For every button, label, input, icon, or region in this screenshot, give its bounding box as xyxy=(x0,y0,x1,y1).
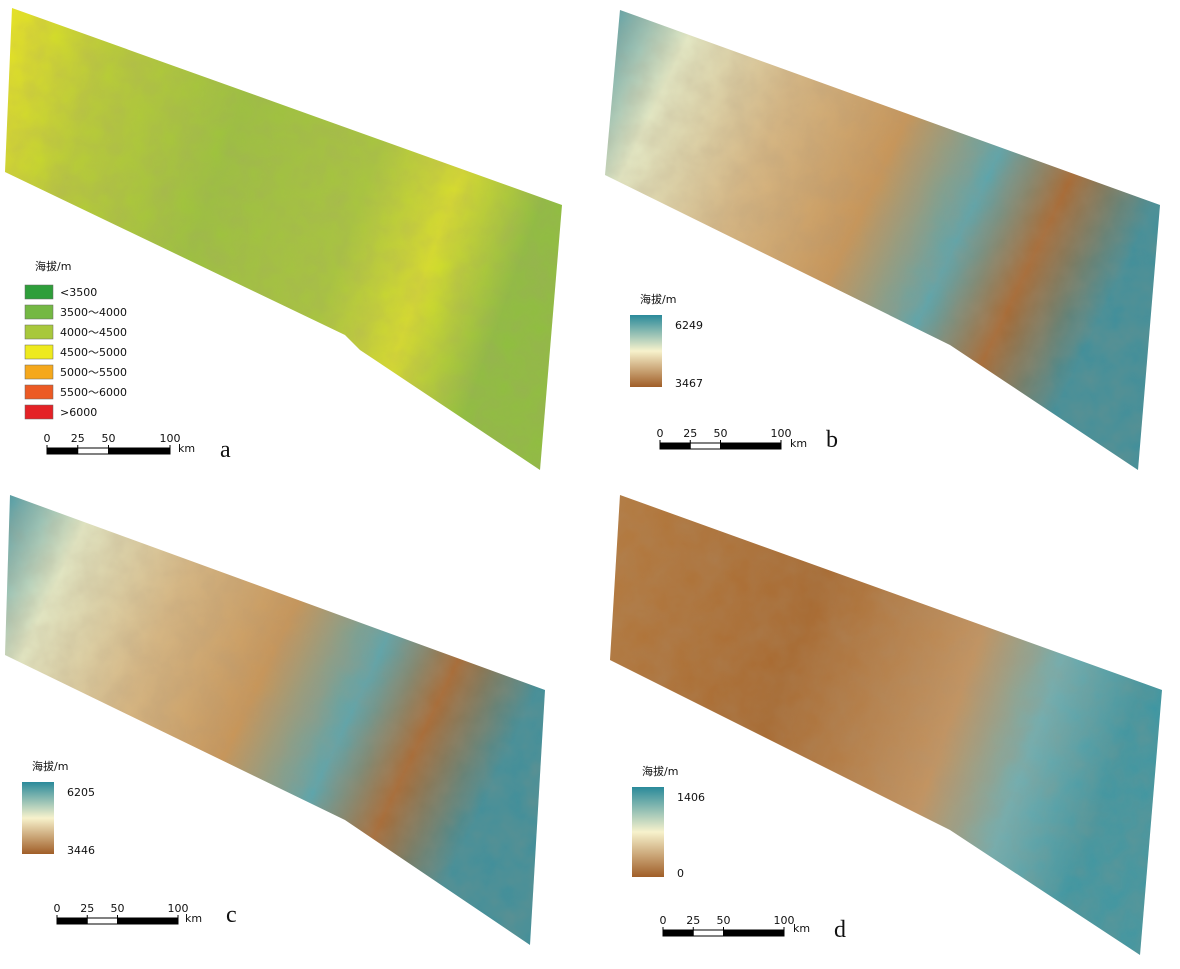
scale-label: 0 xyxy=(657,427,664,440)
scale-unit: km xyxy=(178,442,195,455)
terrain-texture xyxy=(610,495,1162,955)
legend-label: 5000～5500 xyxy=(60,366,127,379)
legend-label: 4000～4500 xyxy=(60,326,127,339)
legend-label: 3500～4000 xyxy=(60,306,127,319)
legend-swatch xyxy=(25,345,53,359)
figure: 海拔/m<35003500～40004000～45004500～50005000… xyxy=(0,0,1180,965)
legend-ramp xyxy=(632,787,664,877)
legend-min: 3446 xyxy=(67,844,95,857)
scale-label: 25 xyxy=(80,902,94,915)
scale-segment xyxy=(109,448,171,454)
scale-segment xyxy=(78,448,109,454)
legend-label: 5500～6000 xyxy=(60,386,127,399)
scale-segment xyxy=(57,918,87,924)
scale-label: 50 xyxy=(717,914,731,927)
legend-swatch xyxy=(25,365,53,379)
scale-label: 100 xyxy=(774,914,795,927)
legend-swatch xyxy=(25,405,53,419)
legend-min: 0 xyxy=(677,867,684,880)
scale-label: 0 xyxy=(660,914,667,927)
scale-segment xyxy=(47,448,78,454)
scale-segment xyxy=(690,443,720,449)
terrain-texture xyxy=(5,495,545,945)
scale-label: 0 xyxy=(44,432,51,445)
legend-swatch xyxy=(25,285,53,299)
scale-label: 100 xyxy=(771,427,792,440)
legend-max: 1406 xyxy=(677,791,705,804)
legend-label: 4500～5000 xyxy=(60,346,127,359)
legend-label: <3500 xyxy=(60,286,97,299)
legend-swatch xyxy=(25,305,53,319)
scale-label: 25 xyxy=(71,432,85,445)
panel-letter: b xyxy=(826,427,838,453)
scale-segment xyxy=(660,443,690,449)
legend-title: 海拔/m xyxy=(642,764,678,778)
scale-label: 25 xyxy=(683,427,697,440)
scale-label: 0 xyxy=(54,902,61,915)
legend-ramp xyxy=(22,782,54,854)
scale-segment xyxy=(118,918,179,924)
legend-swatch xyxy=(25,325,53,339)
legend-max: 6205 xyxy=(67,786,95,799)
scale-unit: km xyxy=(185,912,202,925)
scale-unit: km xyxy=(790,437,807,450)
legend-title: 海拔/m xyxy=(640,292,676,306)
scale-segment xyxy=(693,930,723,936)
scale-label: 50 xyxy=(111,902,125,915)
legend-title: 海拔/m xyxy=(35,259,71,273)
legend-max: 6249 xyxy=(675,319,703,332)
terrain-texture xyxy=(5,8,562,470)
scale-segment xyxy=(87,918,117,924)
panel-letter: a xyxy=(220,437,231,463)
scale-label: 25 xyxy=(686,914,700,927)
terrain-texture xyxy=(605,10,1160,470)
legend-swatch xyxy=(25,385,53,399)
scale-segment xyxy=(663,930,693,936)
scale-segment xyxy=(724,930,785,936)
scale-segment xyxy=(721,443,782,449)
legend-ramp xyxy=(630,315,662,387)
scale-label: 50 xyxy=(714,427,728,440)
panel-letter: c xyxy=(226,902,237,928)
legend-title: 海拔/m xyxy=(32,759,68,773)
scale-unit: km xyxy=(793,922,810,935)
scale-label: 50 xyxy=(102,432,116,445)
legend-label: >6000 xyxy=(60,406,97,419)
legend-min: 3467 xyxy=(675,377,703,390)
panel-letter: d xyxy=(834,917,846,943)
